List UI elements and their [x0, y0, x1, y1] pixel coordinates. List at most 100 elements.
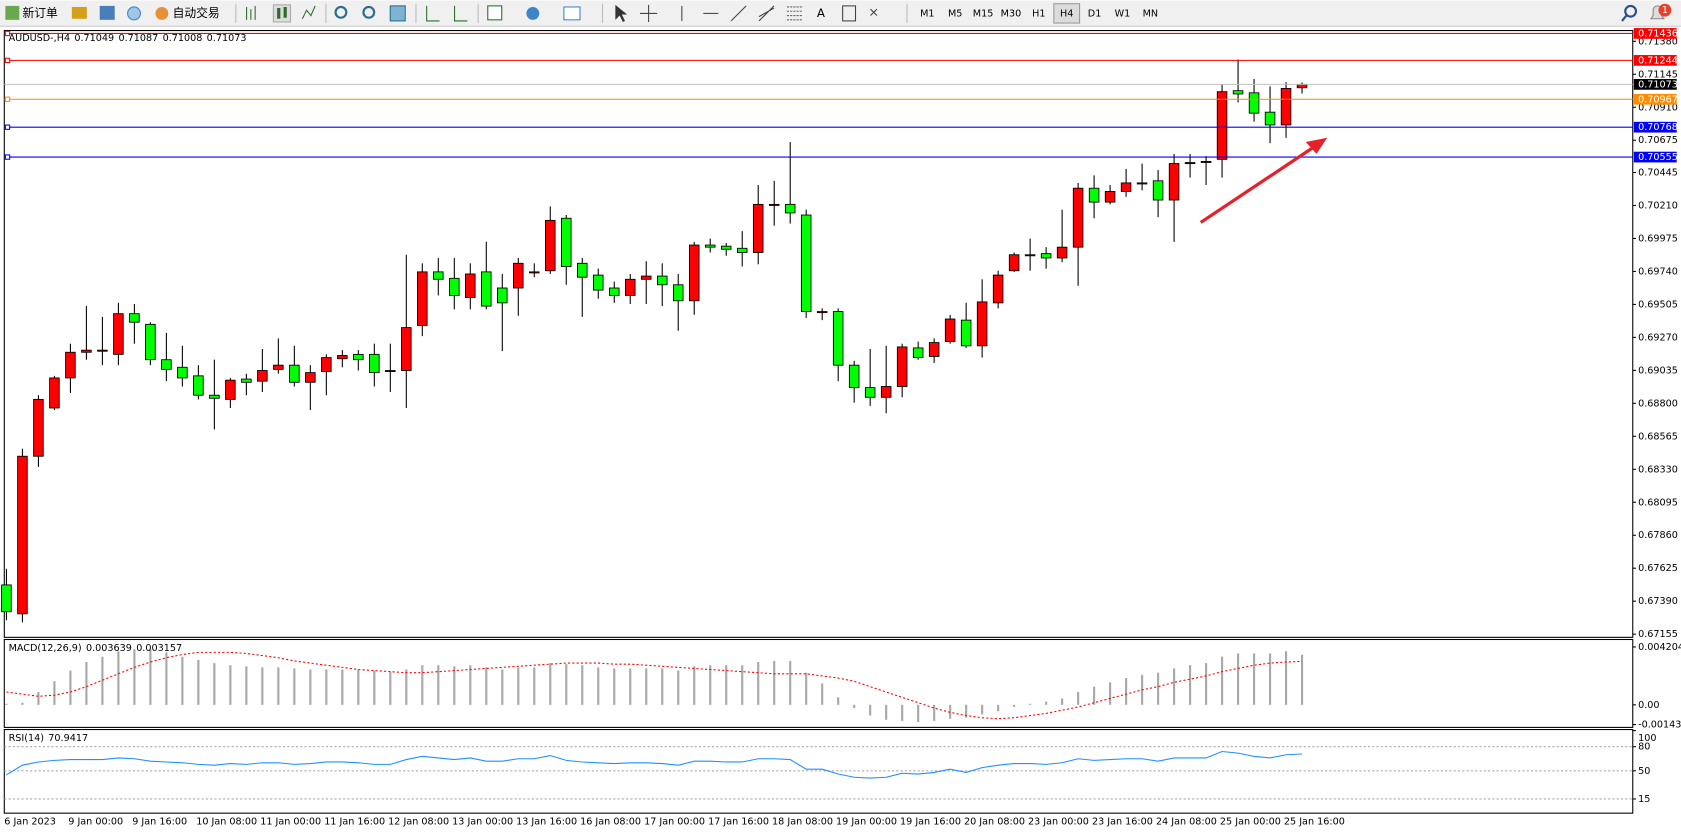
fibo-tool[interactable]: [786, 6, 802, 21]
candle-body: [800, 214, 812, 312]
timeframe-button[interactable]: M1: [920, 8, 934, 19]
y-tick-label: 0.004204: [1638, 642, 1681, 653]
candle-body: [1280, 88, 1292, 126]
candle-body: [401, 327, 412, 371]
timeframe-button[interactable]: M5: [948, 8, 962, 19]
candle-body: [992, 274, 1004, 304]
x-tick-label: 19 Jan 00:00: [836, 817, 897, 828]
y-tick-label: 0.69035: [1638, 365, 1678, 376]
candle-body: [337, 355, 348, 360]
toolbar-icon[interactable]: [71, 6, 87, 19]
toolbar-icon[interactable]: [127, 6, 141, 21]
text-tool[interactable]: A: [817, 6, 825, 20]
candle-body: [17, 455, 28, 615]
notification-badge[interactable]: [1658, 3, 1672, 17]
bar-chart-icon[interactable]: [246, 5, 256, 20]
new-order-button[interactable]: 新订单: [5, 5, 59, 20]
candle-body: [577, 262, 588, 278]
macd-title: MACD(12,26,9): [9, 643, 82, 654]
candle-body: [145, 323, 156, 361]
candle-body: [353, 353, 364, 361]
candle-body: [656, 275, 668, 286]
line-label-bg: [1633, 151, 1677, 163]
line-handle: [4, 57, 11, 64]
trendline-tool[interactable]: [730, 5, 747, 22]
y-tick-label: 0.68095: [1638, 497, 1678, 508]
candle-body: [385, 370, 396, 373]
y-tick-label: 0.67390: [1638, 596, 1678, 607]
price-pane: [3, 30, 1634, 638]
timeframe-button[interactable]: M15: [973, 8, 994, 19]
auto-trading-button[interactable]: 自动交易: [155, 6, 220, 20]
rsi-value: 70.9417: [48, 733, 88, 744]
timeframe-button[interactable]: MN: [1143, 8, 1159, 19]
x-tick-label: 17 Jan 00:00: [644, 817, 705, 828]
y-tick-label: 0.70445: [1638, 168, 1678, 179]
search-icon[interactable]: [1624, 4, 1638, 18]
candle-body: [417, 271, 428, 326]
rsi-line: [6, 750, 1303, 779]
tile-icon[interactable]: [389, 5, 406, 22]
y-tick-label: 0.00: [1638, 700, 1659, 711]
zoom-out-icon[interactable]: [362, 5, 376, 19]
candle-body: [481, 271, 492, 307]
candle-body: [33, 398, 44, 457]
y-tick-label: 0.69270: [1638, 332, 1678, 343]
timeframe-button[interactable]: H4: [1060, 8, 1073, 19]
arrows-tool[interactable]: [870, 8, 878, 16]
candle-body: [928, 342, 940, 357]
candle-body: [273, 364, 284, 370]
candle-body: [1152, 180, 1164, 201]
candle-body: [513, 262, 524, 289]
candle-body: [1200, 160, 1212, 163]
text-label-tool[interactable]: [842, 5, 857, 22]
indicators-icon[interactable]: [487, 5, 503, 21]
candle-body: [704, 244, 716, 248]
rsi-header: RSI(14) 70.9417: [9, 733, 89, 744]
toolbar: [0, 0, 1681, 27]
x-tick-label: 24 Jan 08:00: [1156, 817, 1217, 828]
candle-body: [880, 386, 892, 398]
timeframe-button[interactable]: D1: [1088, 8, 1102, 19]
y-tick-label: 0.69505: [1638, 299, 1678, 310]
candle-body: [1232, 90, 1244, 95]
y-tick-label: 15: [1638, 794, 1650, 805]
candle-body: [1040, 253, 1052, 259]
y-tick-label: 100: [1638, 733, 1656, 744]
symbol: AUDUSD-,H4: [9, 33, 71, 44]
crosshair-tool[interactable]: [640, 4, 658, 22]
candle-body: [768, 203, 780, 206]
line-chart-icon[interactable]: [301, 5, 316, 20]
line-label: 0.70967: [1638, 94, 1678, 105]
timeframe-button[interactable]: H1: [1032, 8, 1045, 19]
templates-icon[interactable]: [563, 6, 581, 21]
price-header: AUDUSD-,H4 0.71049 0.71087 0.71008 0.71073: [9, 33, 247, 44]
rsi-title: RSI(14): [9, 733, 44, 744]
zoom-in-icon[interactable]: [334, 5, 348, 19]
timeframe-button[interactable]: W1: [1115, 8, 1131, 19]
toolbar-icon[interactable]: [99, 5, 115, 20]
candle-chart-icon[interactable]: [272, 4, 292, 23]
candle-body: [97, 349, 108, 352]
x-tick-label: 9 Jan 16:00: [132, 817, 187, 828]
signal-line: [6, 651, 1303, 720]
new-order-label: 新订单: [23, 6, 59, 20]
candle-body: [257, 370, 268, 382]
cursor-tool[interactable]: [615, 4, 628, 22]
candle-body: [864, 387, 876, 398]
channel-tool[interactable]: [758, 5, 775, 22]
autoscroll-icon[interactable]: [426, 5, 440, 22]
x-tick-label: 11 Jan 16:00: [324, 817, 385, 828]
candle-body: [912, 347, 924, 359]
timeframe-button[interactable]: M30: [1001, 8, 1022, 19]
line-label: 0.70768: [1638, 122, 1678, 133]
line-label-bg: [1633, 28, 1677, 39]
periods-icon[interactable]: [526, 6, 540, 20]
shift-icon[interactable]: [454, 5, 468, 22]
candle-body: [1024, 254, 1036, 257]
line-label-bg: [1633, 121, 1677, 133]
y-tick-label: 0.67155: [1638, 629, 1678, 640]
